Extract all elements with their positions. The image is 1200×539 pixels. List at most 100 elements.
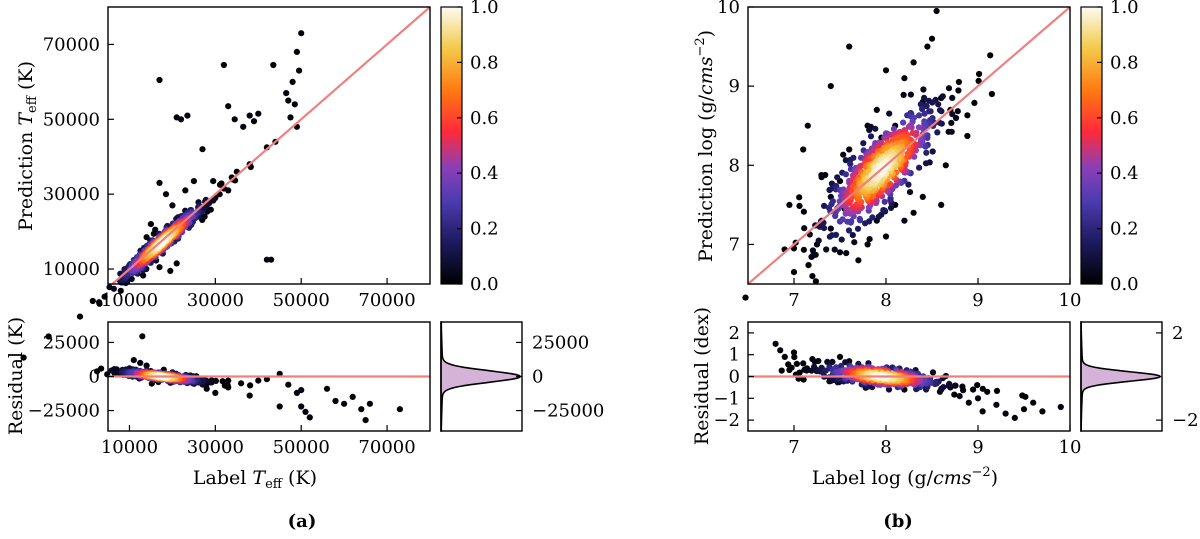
b-scatter-point [901, 75, 908, 82]
b-residual-point [956, 393, 963, 400]
colorbar-tick-label: 1.0 [1110, 0, 1139, 18]
a-residual-point [225, 377, 232, 384]
b-scatter-point [834, 174, 841, 181]
a-residual-point [110, 368, 117, 375]
y-tick-label: 25000 [532, 332, 589, 353]
b-scatter-point [916, 112, 923, 119]
b-scatter-point [887, 204, 895, 211]
a-residual-point [298, 403, 305, 410]
a-scatter-point [156, 76, 163, 84]
a-scatter-frame [107, 6, 431, 285]
b-residual-point [836, 353, 844, 360]
b-scatter-frame [747, 6, 1071, 285]
b-scatter-point [821, 202, 828, 209]
x-tick-label: 10000 [101, 290, 158, 311]
a-scatter-point [20, 354, 27, 361]
b-scatter-reference-line [747, 6, 1071, 285]
b-scatter-point [922, 160, 930, 167]
b-scatter-points [742, 7, 996, 301]
b-scatter-point [886, 110, 893, 117]
b-scatter-point [847, 160, 854, 168]
a-residual-points [94, 333, 403, 424]
b-residual-point [1011, 414, 1018, 421]
b-scatter-point [976, 70, 983, 78]
x-tick-label: 8 [880, 437, 891, 458]
a-scatter-point [216, 181, 224, 188]
b-scatter-point [875, 213, 883, 220]
y-tick-label: 50000 [43, 109, 100, 130]
a-scatter-point [199, 146, 206, 153]
b-scatter-point [831, 246, 838, 253]
b-hist-axes: −2 2 [1156, 323, 1199, 431]
b-scatter-point [843, 250, 850, 257]
b-scatter-point [926, 108, 933, 115]
b-scatter-point [909, 130, 916, 137]
b-scatter-point [921, 110, 928, 117]
b-scatter-point [854, 225, 862, 232]
colorbar-tick-label: 0.4 [470, 163, 499, 184]
b-scatter-point [882, 233, 890, 240]
b-scatter-point [801, 225, 808, 232]
x-tick-label: 30000 [187, 290, 244, 311]
b-scatter-point [809, 247, 817, 254]
a-scatter-point [291, 101, 298, 108]
a-scatter-point [268, 256, 275, 263]
b-residual-point [993, 401, 1000, 408]
a-scatter-point [152, 226, 159, 233]
x-tick-label: 70000 [358, 437, 415, 458]
x-tick-label: 8 [880, 290, 891, 311]
b-scatter-point [975, 77, 982, 84]
b-scatter-point [827, 83, 834, 90]
a-scatter-point [167, 267, 174, 274]
a-residual-axes: 10000 30000 50000 70000 −25000 0 25000 [28, 332, 416, 458]
b-scatter-point [866, 236, 873, 243]
a-scatter-point [250, 118, 258, 125]
b-scatter-point [971, 99, 978, 106]
b-scatter-point [929, 99, 936, 106]
b-residual-point [793, 360, 801, 367]
b-scatter-point [920, 86, 927, 93]
b-residual-point [800, 360, 807, 367]
a-scatter-point [45, 333, 52, 340]
y-tick-label: 2 [729, 323, 740, 344]
x-tick-label: 7 [788, 437, 799, 458]
b-scatter-point [786, 201, 793, 208]
a-residual-point [285, 381, 292, 388]
colorbar-b-ticks: 0.0 0.2 0.4 0.6 0.8 1.0 [1097, 0, 1139, 295]
colorbar-tick-label: 0.4 [1110, 163, 1139, 184]
caption-b: (b) [883, 511, 913, 532]
b-scatter-point [882, 67, 890, 74]
b-scatter-point [890, 125, 898, 132]
b-scatter-ylabel: Prediction log (g/cms−2) [693, 30, 717, 262]
a-residual-point [306, 414, 313, 421]
b-scatter-point [815, 237, 822, 244]
b-scatter-point [921, 94, 928, 101]
b-scatter-point [800, 208, 808, 215]
a-residual-point [219, 378, 226, 385]
a-residual-point [341, 400, 348, 407]
a-residual-point [139, 333, 146, 340]
colorbar-tick-label: 0.8 [470, 52, 499, 73]
y-tick-label: −25000 [532, 401, 604, 422]
a-scatter-point [283, 90, 290, 97]
b-residual-point [781, 353, 788, 360]
b-scatter-point [836, 249, 844, 256]
a-scatter-point [246, 112, 253, 119]
a-residual-point [366, 400, 373, 407]
b-scatter-point [938, 201, 945, 208]
b-residual-point [951, 391, 958, 398]
b-scatter-point [823, 246, 830, 253]
a-scatter-point [225, 187, 232, 194]
colorbar-tick-label: 0.2 [470, 219, 499, 240]
b-scatter-point [844, 206, 851, 213]
a-scatter-axes: 10000 30000 50000 70000 10000 30000 50000 70000 [43, 34, 416, 311]
b-residual-xlabel: Label log (g/cms−2) [812, 465, 998, 489]
b-residual-point [979, 385, 986, 392]
y-tick-label: 30000 [43, 184, 100, 205]
b-scatter-point [805, 262, 812, 269]
x-tick-label: 70000 [358, 290, 415, 311]
colorbar-tick-label: 0.6 [1110, 108, 1139, 129]
a-residual-point [98, 365, 105, 372]
b-scatter-point [906, 189, 914, 196]
